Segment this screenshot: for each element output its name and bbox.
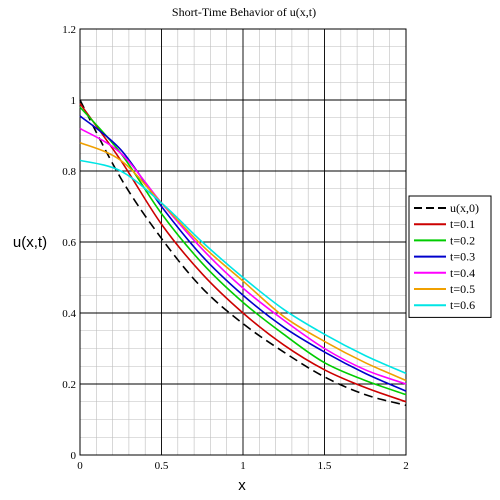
series-line [79, 141, 407, 382]
y-tick-label: 0.6 [62, 237, 76, 249]
legend-label: t=0.4 [450, 266, 475, 280]
y-tick-label: 1 [71, 95, 77, 107]
x-tick-label: 1.5 [318, 460, 332, 472]
legend-label: t=0.2 [450, 233, 475, 247]
ticks: 0 0.5 1 1.5 2 0 0.2 0.4 0.6 0.8 1 1.2 [62, 24, 409, 472]
series-line [79, 115, 407, 392]
series-line [79, 127, 407, 385]
y-axis-label: u(x,t) [13, 234, 47, 251]
legend-label: t=0.5 [450, 282, 475, 296]
y-tick-label: 0.8 [62, 166, 76, 178]
legend: u(x,0) t=0.1 t=0.2 t=0.3 t=0.4 t=0.5 t=0.6 [408, 195, 492, 318]
y-tick-label: 0.2 [62, 379, 76, 391]
series-line [79, 99, 407, 407]
legend-label: t=0.3 [450, 250, 475, 264]
x-tick-label: 0.5 [155, 460, 169, 472]
legend-label: u(x,0) [450, 201, 479, 215]
legend-label: t=0.6 [450, 298, 475, 312]
x-tick-label: 1 [240, 460, 246, 472]
x-tick-label: 2 [403, 460, 409, 472]
y-tick-label: 0 [71, 450, 77, 462]
series-line [79, 159, 407, 375]
legend-label: t=0.1 [450, 217, 475, 231]
y-tick-label: 1.2 [62, 24, 76, 36]
x-axis-label: x [238, 477, 246, 494]
series-line [79, 103, 407, 403]
y-tick-label: 0.4 [62, 308, 76, 320]
series-lines [79, 99, 407, 407]
plot-frame [79, 28, 407, 456]
chart-title: Short-Time Behavior of u(x,t) [172, 5, 316, 19]
x-tick-label: 0 [77, 460, 83, 472]
